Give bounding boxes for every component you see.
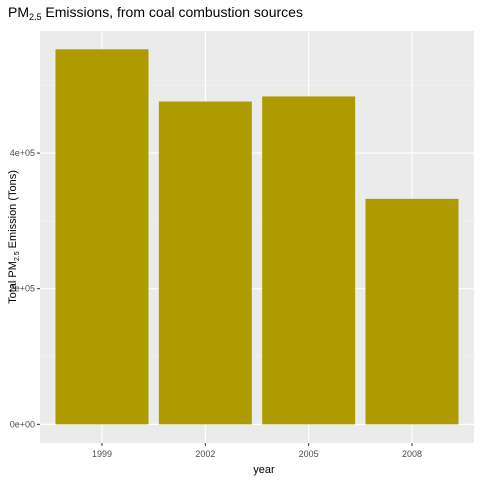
axes: 0e+00 2e+05 4e+05 1999 2002 2005 2008 <box>10 148 422 459</box>
y-tick-label: 4e+05 <box>10 148 35 158</box>
chart-title-main: PM <box>8 4 29 20</box>
bar-2002 <box>158 101 252 425</box>
y-axis-title-main: Total PM <box>7 261 19 304</box>
x-tick-label: 2008 <box>402 449 422 459</box>
chart-title-rest: Emissions, from coal combustion sources <box>42 4 303 20</box>
y-axis-title-subscript: 2.5 <box>14 251 21 261</box>
x-tick-label: 2005 <box>299 449 319 459</box>
x-tick-label: 1999 <box>92 449 112 459</box>
y-tick-label: 0e+00 <box>10 419 35 429</box>
x-tick-label: 2002 <box>195 449 215 459</box>
bar-2005 <box>262 96 356 425</box>
bars <box>55 49 459 425</box>
chart-title: PM2.5 Emissions, from coal combustion so… <box>8 4 303 22</box>
y-tick-label: 2e+05 <box>10 284 35 294</box>
chart-title-subscript: 2.5 <box>29 12 42 22</box>
x-axis-title: year <box>253 464 275 476</box>
y-axis-title-rest: Emission (Tons) <box>7 170 19 251</box>
bar-2008 <box>365 198 459 425</box>
bar-1999 <box>55 49 149 425</box>
y-axis-title: Total PM2.5 Emission (Tons) <box>7 170 21 304</box>
